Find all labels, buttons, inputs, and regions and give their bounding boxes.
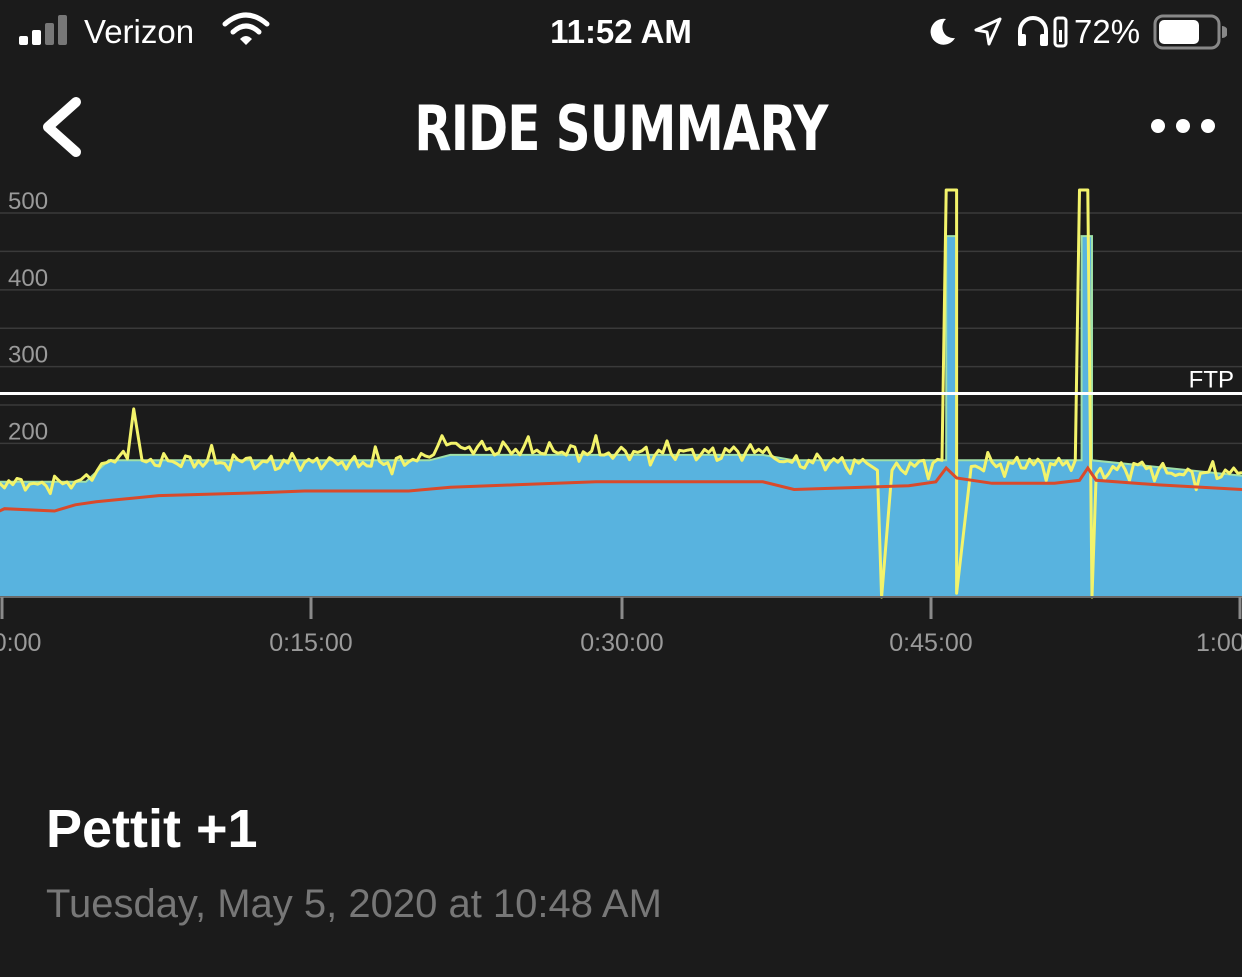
chevron-left-icon[interactable] bbox=[38, 96, 86, 158]
battery-icon bbox=[1153, 14, 1227, 50]
wifi-icon bbox=[222, 12, 270, 45]
location-arrow-icon bbox=[974, 17, 1002, 46]
moon-icon bbox=[930, 18, 955, 45]
signal-icon bbox=[19, 15, 67, 45]
y-tick-label: 500 bbox=[8, 188, 48, 215]
status-time: 11:52 AM bbox=[550, 13, 692, 50]
x-tick-label: 0:00:00 bbox=[0, 629, 41, 657]
status-bar: Verizon 11:52 AM 72% bbox=[0, 0, 1242, 66]
x-tick-label: 0:45:00 bbox=[889, 629, 972, 657]
ride-date: Tuesday, May 5, 2020 at 10:48 AM bbox=[46, 882, 662, 926]
ftp-label: FTP bbox=[1189, 367, 1234, 394]
carrier-label: Verizon bbox=[84, 13, 195, 50]
power-chart: 500 400 300 200 FTP 0:00:00 0:15:00 0:30:00 0:… bbox=[0, 188, 1242, 657]
page-title: RIDE SUMMARY bbox=[414, 92, 828, 165]
x-tick-label: 0:30:00 bbox=[580, 629, 663, 657]
y-tick-label: 300 bbox=[8, 342, 48, 369]
battery-percentage: 72% bbox=[1074, 13, 1141, 50]
x-tick-label: 1:00:00 bbox=[1196, 629, 1242, 657]
y-tick-label: 400 bbox=[8, 265, 48, 292]
x-tick-label: 0:15:00 bbox=[269, 629, 352, 657]
average-power-line bbox=[0, 465, 1242, 513]
navigation-bar: RIDE SUMMARY bbox=[0, 80, 1242, 180]
power-line bbox=[0, 188, 1242, 599]
target-power-area bbox=[0, 236, 1242, 597]
ride-title: Pettit +1 bbox=[46, 799, 258, 859]
y-tick-label: 200 bbox=[8, 418, 48, 445]
more-horizontal-icon[interactable] bbox=[1148, 114, 1218, 138]
headphones-icon bbox=[1018, 16, 1068, 48]
